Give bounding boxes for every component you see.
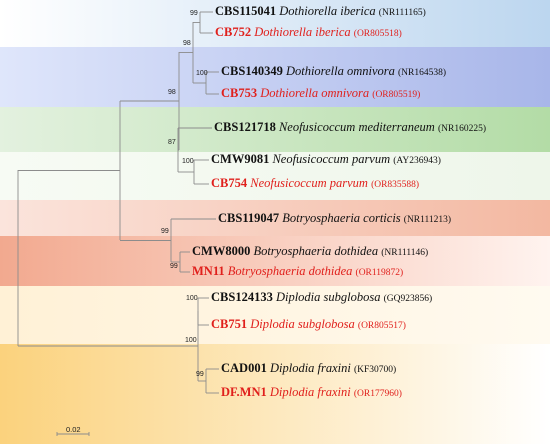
- band-botryosphaeria-corticis: [0, 200, 550, 236]
- taxon-label-cbs115041: CBS115041 Dothiorella iberica (NR111165): [215, 4, 426, 21]
- bootstrap-value: 99: [190, 10, 198, 17]
- bootstrap-value: 98: [168, 89, 176, 96]
- band-diplodia-fraxini: [0, 344, 550, 444]
- taxon-label-cb751: CB751 Diplodia subglobosa (OR805517): [211, 317, 406, 334]
- taxon-label-cmw9081: CMW9081 Neofusicoccum parvum (AY236943): [211, 152, 441, 169]
- taxon-label-cbs121718: CBS121718 Neofusicoccum mediterraneum (N…: [214, 120, 486, 137]
- taxon-label-dfmn1: DF.MN1 Diplodia fraxini (OR177960): [221, 385, 402, 402]
- strain-code: CMW8000: [192, 244, 251, 258]
- band-botryosphaeria-dothidea: [0, 236, 550, 286]
- bootstrap-value: 100: [182, 158, 194, 165]
- accession-number: (NR111213): [403, 215, 452, 225]
- accession-number: (NR164538): [397, 68, 447, 78]
- accession-number: (NR111165): [378, 8, 426, 18]
- strain-code: CB751: [211, 317, 248, 331]
- taxon-label-cb752: CB752 Dothiorella iberica (OR805518): [215, 25, 402, 42]
- bootstrap-value: 100: [185, 337, 197, 344]
- species-name: Dothiorella iberica: [251, 25, 354, 39]
- species-name: Neofusicoccum parvum: [269, 152, 394, 166]
- bootstrap-value: 87: [168, 139, 176, 146]
- species-name: Dothiorella omnivora: [257, 86, 373, 100]
- accession-number: (KF30700): [354, 365, 397, 375]
- band-neofusicoccum-parvum: [0, 152, 550, 200]
- bootstrap-value: 99: [161, 228, 169, 235]
- species-name: Diplodia subglobosa: [247, 317, 358, 331]
- bootstrap-value: 99: [196, 371, 204, 378]
- accession-number: (OR119872): [355, 268, 404, 278]
- strain-code: CBS121718: [214, 120, 276, 134]
- strain-code: MN11: [192, 264, 225, 278]
- strain-code: CB753: [221, 86, 258, 100]
- bootstrap-value: 100: [196, 70, 208, 77]
- species-name: Neofusicoccum parvum: [247, 176, 372, 190]
- taxon-label-mn11: MN11 Botryosphaeria dothidea (OR119872): [192, 264, 403, 281]
- band-neofusicoccum-mediterraneum: [0, 107, 550, 152]
- taxon-label-cad001: CAD001 Diplodia fraxini (KF30700): [221, 361, 396, 378]
- species-name: Botryosphaeria dothidea: [224, 264, 356, 278]
- accession-number: (OR835588): [371, 180, 420, 190]
- species-name: Botryosphaeria dothidea: [250, 244, 382, 258]
- accession-number: (OR805519): [372, 90, 421, 100]
- taxon-label-cb754: CB754 Neofusicoccum parvum (OR835588): [211, 176, 419, 193]
- strain-code: CBS115041: [215, 4, 277, 18]
- bootstrap-value: 99: [170, 263, 178, 270]
- species-name: Dothiorella omnivora: [282, 64, 398, 78]
- band-diplodia-subglobosa: [0, 286, 550, 344]
- species-name: Diplodia fraxini: [266, 361, 354, 375]
- accession-number: (OR177960): [353, 389, 402, 399]
- bootstrap-value: 100: [186, 295, 198, 302]
- accession-number: (GQ923856): [383, 294, 433, 304]
- species-name: Diplodia fraxini: [266, 385, 354, 399]
- accession-number: (AY236943): [393, 156, 441, 166]
- taxon-label-cb753: CB753 Dothiorella omnivora (OR805519): [221, 86, 420, 103]
- strain-code: CAD001: [221, 361, 267, 375]
- accession-number: (OR805518): [353, 29, 402, 39]
- strain-code: DF.MN1: [221, 385, 267, 399]
- species-name: Diplodia subglobosa: [272, 290, 384, 304]
- taxon-label-cbs140349: CBS140349 Dothiorella omnivora (NR164538…: [221, 64, 446, 81]
- species-name: Neofusicoccum mediterraneum: [275, 120, 438, 134]
- strain-code: CBS140349: [221, 64, 283, 78]
- accession-number: (NR111146): [381, 248, 429, 258]
- band-dothiorella-omnivora: [0, 47, 550, 107]
- strain-code: CBS124133: [211, 290, 273, 304]
- taxon-label-cmw8000: CMW8000 Botryosphaeria dothidea (NR11114…: [192, 244, 428, 261]
- taxon-label-cbs124133: CBS124133 Diplodia subglobosa (GQ923856): [211, 290, 432, 307]
- accession-number: (NR160225): [437, 124, 486, 134]
- species-name: Dothiorella iberica: [276, 4, 379, 18]
- strain-code: CMW9081: [211, 152, 270, 166]
- band-dothiorella-iberica: [0, 0, 550, 47]
- strain-code: CB754: [211, 176, 248, 190]
- bootstrap-value: 98: [183, 40, 191, 47]
- strain-code: CBS119047: [218, 211, 280, 225]
- scale-bar-label: 0.02: [66, 425, 81, 434]
- species-name: Botryosphaeria corticis: [279, 211, 404, 225]
- strain-code: CB752: [215, 25, 252, 39]
- taxon-label-cbs119047: CBS119047 Botryosphaeria corticis (NR111…: [218, 211, 451, 228]
- accession-number: (OR805517): [357, 321, 406, 331]
